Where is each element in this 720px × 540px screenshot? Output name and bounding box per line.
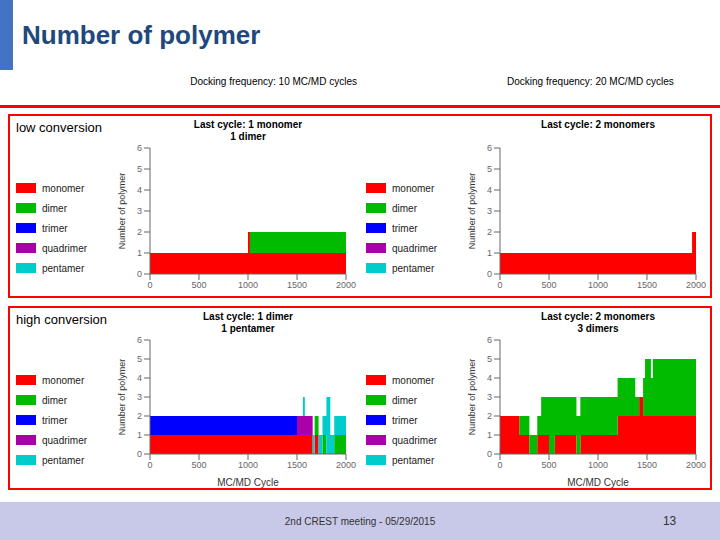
svg-text:4: 4 (487, 185, 492, 195)
html-text:monomer: monomer (392, 182, 435, 194)
html-text:Last cycle: 2 monomers 3 dimer: Last cycle: 2 monomers 3 dimers (541, 311, 655, 334)
html-text:dimer: dimer (392, 394, 417, 406)
svg-text:1: 1 (137, 430, 142, 440)
svg-text:0: 0 (137, 449, 142, 459)
svg-text:4: 4 (487, 373, 492, 383)
svg-text:2: 2 (487, 411, 492, 421)
svg-text:1500: 1500 (287, 280, 307, 290)
svg-text:3: 3 (487, 206, 492, 216)
svg-text:500: 500 (541, 460, 556, 470)
svg-text:0: 0 (497, 460, 502, 470)
svg-text:5: 5 (137, 164, 142, 174)
svg-text:0: 0 (497, 280, 502, 290)
svg-text:2000: 2000 (336, 460, 356, 470)
svg-text:3: 3 (487, 392, 492, 402)
html-text:trimer: trimer (42, 414, 68, 426)
svg-text:500: 500 (191, 280, 206, 290)
html-text:Number of polymer: Number of polymer (22, 19, 261, 50)
svg-text:0: 0 (487, 449, 492, 459)
html-text:quadrimer: quadrimer (42, 434, 87, 446)
svg-text:2000: 2000 (686, 280, 706, 290)
svg-text:1000: 1000 (238, 460, 258, 470)
html-text:2nd CREST meeting - 05/29/2015: 2nd CREST meeting - 05/29/2015 (284, 515, 436, 527)
svg-text:1500: 1500 (637, 280, 657, 290)
html-text:quadrimer: quadrimer (392, 434, 437, 446)
svg-text:Number of polymer: Number of polymer (117, 359, 127, 436)
html-text:trimer: trimer (392, 222, 418, 234)
html-text:monomer: monomer (42, 182, 85, 194)
svg-text:4: 4 (137, 373, 142, 383)
svg-text:0: 0 (137, 269, 142, 279)
svg-text:5: 5 (487, 164, 492, 174)
html-text:pentamer: pentamer (42, 454, 85, 466)
svg-text:Number of polymer: Number of polymer (467, 173, 477, 250)
html-text:pentamer: pentamer (392, 454, 435, 466)
html-text:monomer: monomer (42, 374, 85, 386)
svg-text:Number of polymer: Number of polymer (117, 173, 127, 250)
svg-text:2000: 2000 (336, 280, 356, 290)
html-text:low conversion: low conversion (16, 120, 102, 135)
svg-text:6: 6 (137, 335, 142, 345)
svg-text:1: 1 (487, 430, 492, 440)
svg-text:2: 2 (137, 227, 142, 237)
svg-text:1: 1 (487, 248, 492, 258)
html-text:Last cycle: 2 monomers: Last cycle: 2 monomers (541, 119, 655, 130)
html-text:dimer: dimer (42, 202, 67, 214)
html-text:dimer: dimer (392, 202, 417, 214)
html-text:Docking frequency: 10 MC/MD cy: Docking frequency: 10 MC/MD cycles (190, 76, 357, 87)
html-text:pentamer: pentamer (392, 262, 435, 274)
svg-text:3: 3 (137, 392, 142, 402)
html-text:monomer: monomer (392, 374, 435, 386)
html-text:Last cycle: 1 monomer 1 dimer: Last cycle: 1 monomer 1 dimer (193, 119, 303, 142)
svg-text:2000: 2000 (686, 460, 706, 470)
svg-text:1500: 1500 (637, 460, 657, 470)
svg-text:2: 2 (137, 411, 142, 421)
html-text:trimer: trimer (392, 414, 418, 426)
svg-text:1500: 1500 (287, 460, 307, 470)
svg-text:4: 4 (137, 185, 142, 195)
svg-text:500: 500 (541, 280, 556, 290)
svg-text:1: 1 (137, 248, 142, 258)
svg-text:1000: 1000 (238, 280, 258, 290)
html-text:trimer: trimer (42, 222, 68, 234)
svg-text:MC/MD Cycle: MC/MD Cycle (567, 477, 629, 488)
svg-text:500: 500 (191, 460, 206, 470)
svg-text:5: 5 (487, 354, 492, 364)
html-text:high conversion: high conversion (16, 312, 108, 327)
svg-text:0: 0 (487, 269, 492, 279)
html-text:quadrimer: quadrimer (392, 242, 437, 254)
svg-text:5: 5 (137, 354, 142, 364)
html-text:Last cycle: 1 dimer 1 pentamer: Last cycle: 1 dimer 1 pentamer (203, 311, 293, 334)
svg-text:1000: 1000 (588, 460, 608, 470)
html-text:pentamer: pentamer (42, 262, 85, 274)
svg-text:6: 6 (487, 335, 492, 345)
html-text:Docking frequency: 20 MC/MD cy: Docking frequency: 20 MC/MD cycles (507, 76, 674, 87)
svg-text:MC/MD Cycle: MC/MD Cycle (217, 477, 279, 488)
html-text:dimer: dimer (42, 394, 67, 406)
svg-text:6: 6 (487, 143, 492, 153)
svg-text:0: 0 (147, 280, 152, 290)
svg-text:Number of polymer: Number of polymer (467, 359, 477, 436)
svg-text:6: 6 (137, 143, 142, 153)
svg-text:2: 2 (487, 227, 492, 237)
html-text:quadrimer: quadrimer (42, 242, 87, 254)
svg-text:0: 0 (147, 460, 152, 470)
html-text:13: 13 (662, 514, 677, 528)
svg-text:1000: 1000 (588, 280, 608, 290)
svg-text:3: 3 (137, 206, 142, 216)
